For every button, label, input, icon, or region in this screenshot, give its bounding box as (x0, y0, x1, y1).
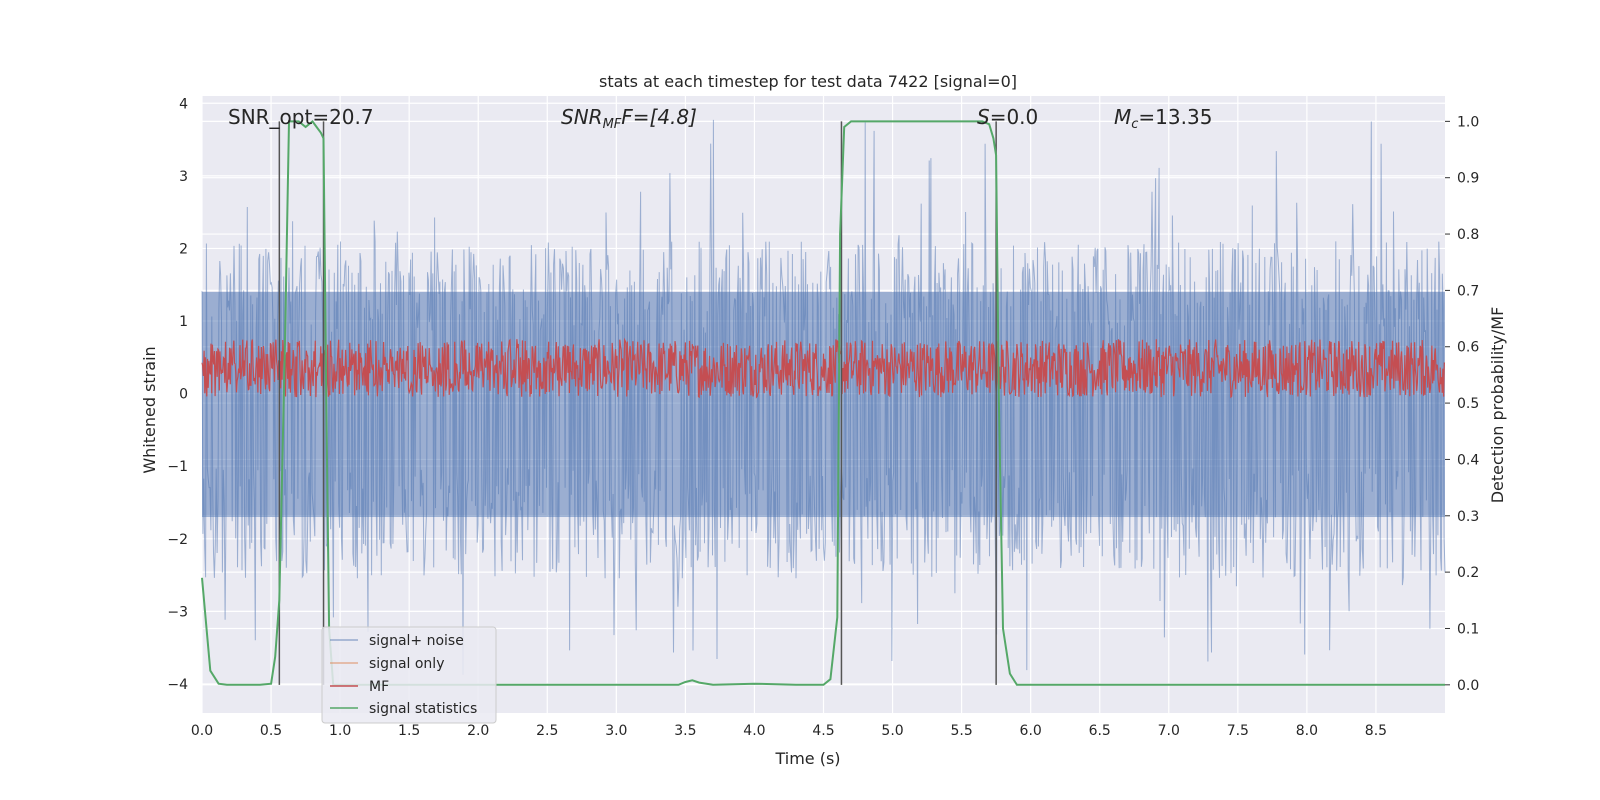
legend-item-signal-noise: signal+ noise (330, 633, 464, 649)
x-tick-label: 2.0 (467, 723, 489, 739)
x-tick-label: 5.0 (881, 723, 903, 739)
annotation-s: S=0.0 (977, 105, 1038, 129)
x-tick-label: 8.0 (1296, 723, 1318, 739)
y-tick-label: 0 (179, 387, 188, 403)
y2-tick-label: 0.4 (1457, 452, 1479, 468)
annotation-mc: Mc=13.35 (1114, 105, 1212, 132)
y2-tick-label: 1.0 (1457, 114, 1479, 130)
y2-tick-label: 0.9 (1457, 171, 1479, 187)
legend-item-mf: MF (330, 679, 389, 695)
x-tick-label: 6.5 (1089, 723, 1111, 739)
y-tick-label: 3 (179, 169, 188, 185)
x-tick-label: 0.0 (191, 723, 213, 739)
x-tick-label: 7.0 (1158, 723, 1180, 739)
x-tick-label: 4.0 (743, 723, 765, 739)
legend-item-signal-statistics: signal statistics (330, 701, 477, 717)
svg-text:signal statistics: signal statistics (369, 701, 477, 717)
y-tick-label: −1 (167, 459, 188, 475)
y2-tick-label: 0.2 (1457, 565, 1479, 581)
signal-statistics-line (201, 119, 1445, 686)
mf-line (201, 337, 1446, 399)
x-tick-label: 6.0 (1020, 723, 1042, 739)
x-tick-label: 0.5 (260, 723, 282, 739)
y2-tick-label: 0.1 (1457, 621, 1479, 637)
mf-series (201, 337, 1446, 399)
annotation-snr-opt: SNR_opt=20.7 (228, 105, 374, 129)
y2-tick-label: 0.8 (1457, 227, 1479, 243)
x-axis-label: Time (s) (774, 749, 840, 768)
x-tick-label: 2.5 (536, 723, 558, 739)
y-tick-label: −4 (167, 677, 188, 693)
x-tick-label: 4.5 (812, 723, 834, 739)
y-tick-label: 1 (179, 314, 188, 330)
y-axis-label: Whitened strain (140, 346, 159, 473)
svg-text:signal+ noise: signal+ noise (369, 633, 464, 649)
y2-tick-label: 0.5 (1457, 396, 1479, 412)
y-tick-label: −2 (167, 532, 188, 548)
y-tick-label: 4 (179, 96, 188, 112)
y2-tick-label: 0.6 (1457, 340, 1479, 356)
legend: signal+ noise signal only MF signal stat… (321, 626, 497, 724)
x-tick-label: 8.5 (1365, 723, 1387, 739)
x-tick-label: 1.5 (398, 723, 420, 739)
y-tick-label: 2 (179, 241, 188, 257)
y2-tick-label: 0.3 (1457, 509, 1479, 525)
x-tick-label: 1.0 (329, 723, 351, 739)
x-tick-label: 5.5 (950, 723, 972, 739)
svg-text:signal only: signal only (369, 656, 444, 672)
ticks: 0.0 0.5 1.0 1.5 2.0 2.5 3.0 3.5 4.0 4.5 5.0 5.5 6.0 6… (167, 96, 1479, 739)
x-tick-label: 3.5 (674, 723, 696, 739)
signal-statistics-series (201, 119, 1445, 686)
svg-text:MF: MF (369, 679, 389, 695)
annotation-snr-mf: SNRMFF=[4.8] (561, 105, 697, 132)
x-tick-label: 7.5 (1227, 723, 1249, 739)
signal-noise-series (201, 119, 1446, 675)
y-tick-label: −3 (167, 604, 188, 620)
y2-tick-label: 0.7 (1457, 283, 1479, 299)
x-tick-label: 3.0 (605, 723, 627, 739)
y2-axis-label: Detection probability/MF (1488, 307, 1507, 504)
chart-title: stats at each timestep for test data 742… (599, 72, 1017, 91)
y2-tick-label: 0.0 (1457, 678, 1479, 694)
signal-noise-line (201, 119, 1446, 675)
legend-item-signal-only: signal only (330, 656, 444, 672)
